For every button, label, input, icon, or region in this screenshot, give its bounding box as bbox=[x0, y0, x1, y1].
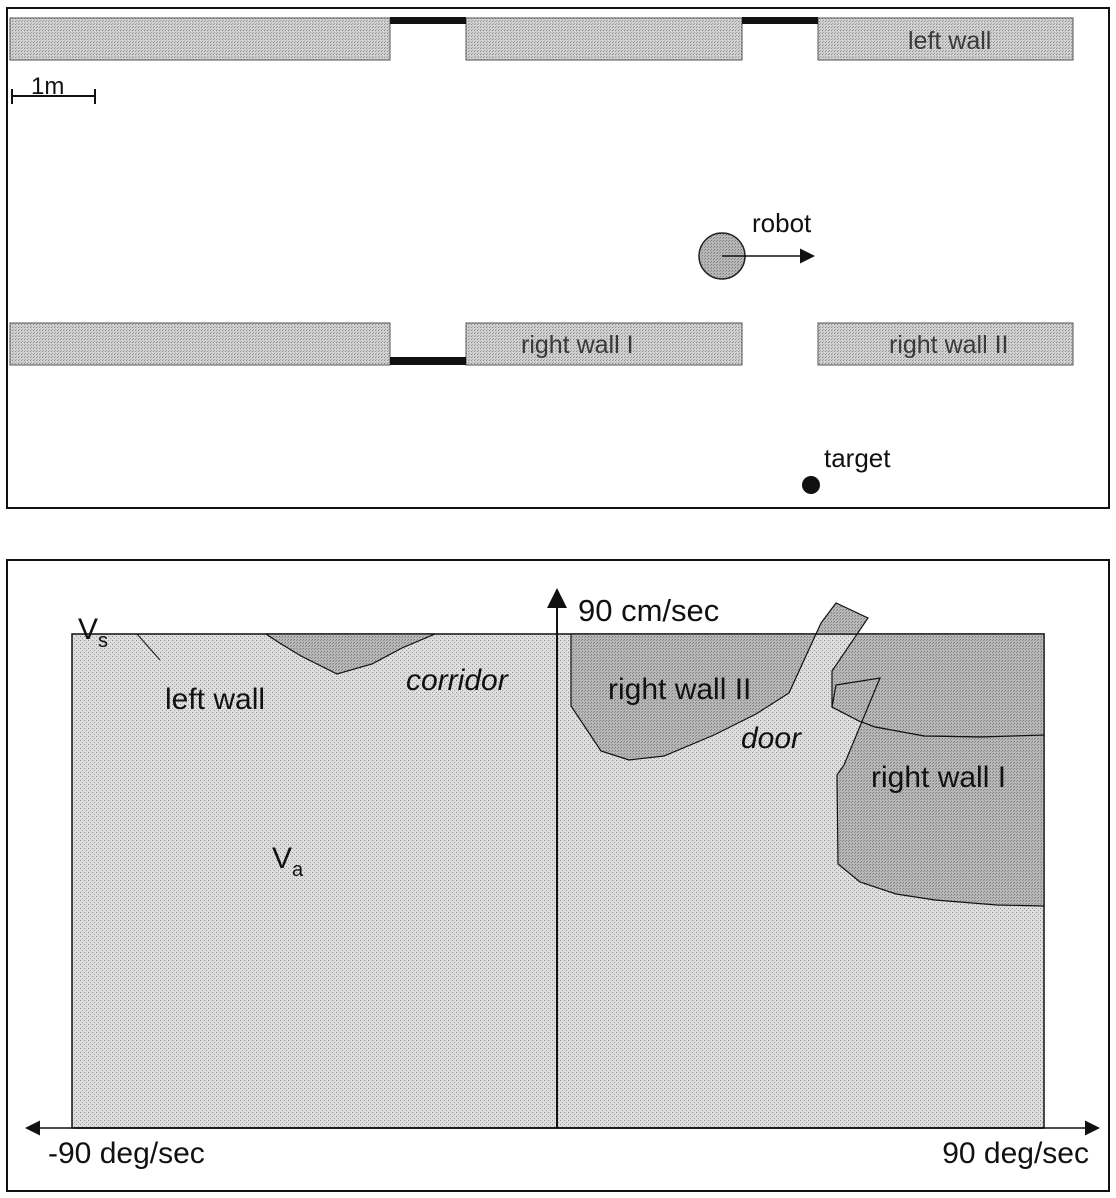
va-label: Va bbox=[272, 842, 304, 881]
wall-segments: left wall right wall I right wall II bbox=[9, 17, 1074, 366]
door-marker-3 bbox=[390, 357, 466, 365]
left-wall-label: left wall bbox=[908, 27, 991, 55]
left-wall-region-label: left wall bbox=[165, 683, 265, 716]
right-wall-2-segment bbox=[817, 322, 1074, 366]
x-axis-right-label: 90 deg/sec bbox=[942, 1137, 1089, 1170]
scale-bar-label: 1m bbox=[31, 73, 64, 100]
robot-group: robot bbox=[698, 208, 815, 280]
right-wall-1-region-label: right wall I bbox=[871, 761, 1006, 794]
robot-label: robot bbox=[752, 208, 812, 238]
target-label: target bbox=[824, 443, 891, 473]
y-axis-label: 90 cm/sec bbox=[578, 593, 719, 628]
right-wall-1-label: right wall I bbox=[521, 331, 634, 359]
map-panel: 1m left wall right wall I right wall II … bbox=[6, 7, 1110, 509]
vs-pointer bbox=[136, 633, 161, 661]
right-wall-2-region-label: right wall II bbox=[608, 673, 751, 706]
target-group: target bbox=[802, 443, 891, 494]
x-axis-left-label: -90 deg/sec bbox=[48, 1137, 205, 1170]
left-wall-obstacle bbox=[264, 633, 436, 675]
door-region-label: door bbox=[741, 722, 802, 755]
target-icon bbox=[802, 476, 820, 494]
scale-bar: 1m bbox=[11, 73, 96, 104]
right-wall-2-label: right wall II bbox=[889, 331, 1008, 359]
left-wall-segment-2 bbox=[465, 17, 743, 61]
corridor-region-label: corridor bbox=[406, 664, 509, 697]
door-marker-1 bbox=[390, 17, 466, 24]
door-marker-2 bbox=[742, 17, 818, 24]
right-wall-1-obstacle bbox=[831, 677, 1045, 907]
right-wall-segment-0 bbox=[9, 322, 391, 366]
right-wall-1-segment bbox=[465, 322, 743, 366]
velocity-space-panel: Vs Va 90 cm/sec -90 deg/sec 90 deg/sec l… bbox=[6, 559, 1110, 1192]
vs-label: Vs bbox=[78, 613, 108, 652]
map-frame bbox=[6, 7, 1110, 509]
left-wall-segment-1 bbox=[9, 17, 391, 61]
left-wall-segment-3 bbox=[817, 17, 1074, 61]
